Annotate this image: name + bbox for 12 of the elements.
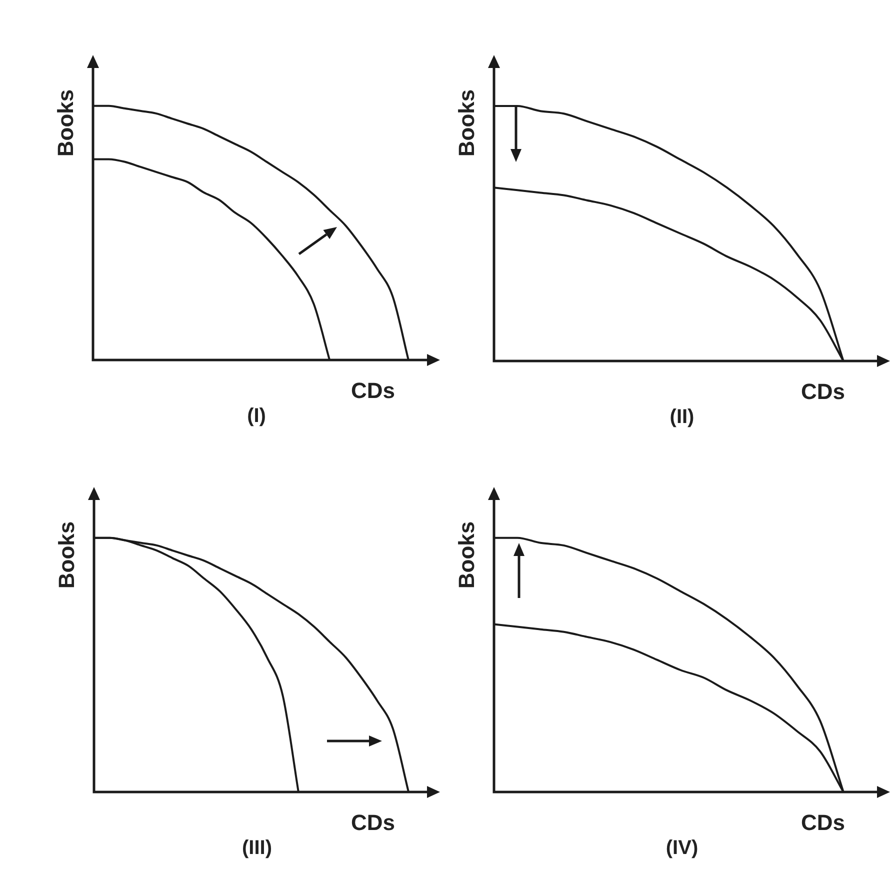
text: (IV) [666,837,698,859]
y-axis-title: Books [53,89,78,157]
text: (III) [242,837,272,859]
x-axis-title: CDs [800,379,845,404]
y-axis-title: Books [454,521,480,589]
text: (II) [670,406,694,428]
x-axis-title: CDs [350,378,395,403]
x-axis-title: CDs [350,810,395,835]
text: (I) [247,405,266,427]
y-axis-title: Books [54,521,80,589]
y-axis-title: Books [454,89,480,157]
x-axis-title: CDs [800,810,845,835]
